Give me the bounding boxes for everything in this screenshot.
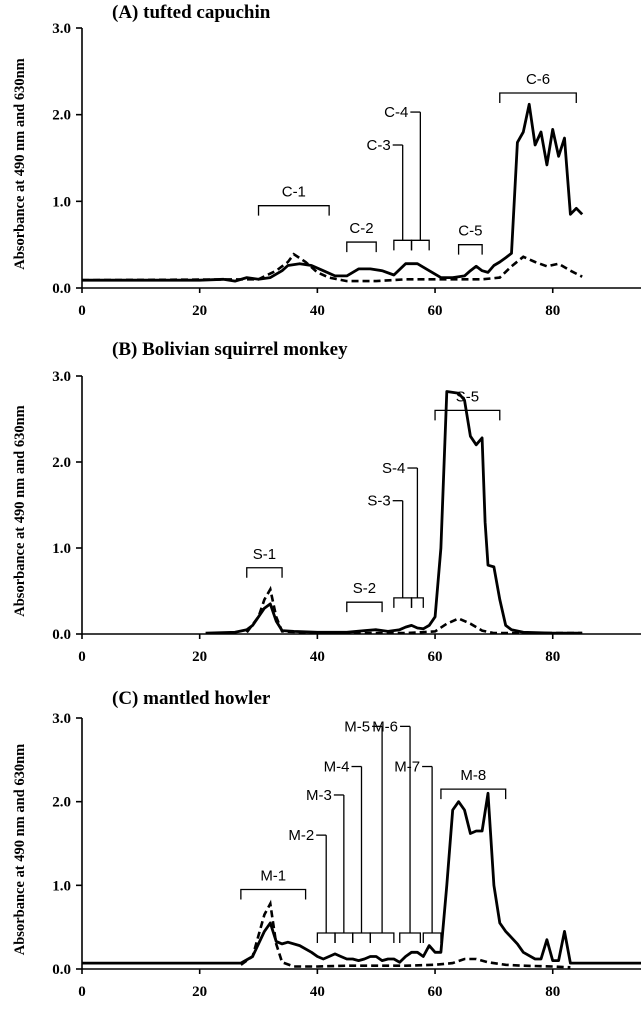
fraction-bracket [393, 239, 413, 251]
y-axis-label: Absorbance at 490 nm and 630nm [12, 744, 28, 955]
y-tick-label: 3.0 [52, 21, 71, 37]
fraction-bracket [434, 409, 501, 421]
fraction-bracket [410, 597, 424, 608]
y-tick-label: 1.0 [52, 194, 71, 210]
x-tick-label: 0 [78, 649, 86, 665]
fraction-label: C-1 [282, 184, 306, 201]
x-tick-label: 20 [192, 984, 207, 1000]
fraction-bracket [457, 244, 483, 255]
chart-title: (A) tufted capuchin [112, 2, 271, 23]
fraction-bracket [346, 601, 383, 613]
y-tick-label: 0.0 [52, 962, 71, 978]
y-axis-label: Absorbance at 490 nm and 630nm [12, 405, 28, 616]
x-tick-label: 0 [78, 984, 86, 1000]
solid-series-line [82, 791, 641, 965]
x-tick-label: 40 [310, 649, 325, 665]
fraction-label: S-2 [353, 580, 376, 597]
fraction-label: C-2 [349, 220, 373, 237]
fraction-label: S-3 [367, 493, 390, 510]
fraction-bracket [346, 241, 377, 253]
fraction-label: C-6 [526, 71, 550, 88]
fraction-label: M-4 [324, 759, 350, 776]
y-tick-label: 1.0 [52, 541, 71, 557]
x-tick-label: 80 [545, 649, 560, 665]
fraction-label: M-7 [394, 759, 420, 776]
fraction-label: C-5 [458, 223, 482, 240]
fraction-bracket [399, 932, 421, 944]
y-tick-label: 3.0 [52, 369, 71, 385]
fraction-label: S-5 [456, 388, 479, 405]
x-tick-label: 40 [310, 303, 325, 319]
chart-title: (B) Bolivian squirrel monkey [112, 339, 348, 360]
y-tick-label: 1.0 [52, 878, 71, 894]
fraction-bracket [410, 239, 430, 251]
fraction-label: M-3 [306, 787, 332, 804]
solid-series-line [205, 390, 583, 635]
solid-series-line [82, 102, 584, 283]
dashed-series-line [240, 899, 571, 969]
x-tick-label: 0 [78, 303, 86, 319]
x-tick-label: 40 [310, 984, 325, 1000]
fraction-bracket [422, 932, 442, 944]
y-tick-label: 0.0 [52, 281, 71, 297]
fraction-label: S-1 [253, 546, 276, 563]
y-tick-label: 3.0 [52, 711, 71, 727]
y-tick-label: 2.0 [52, 108, 71, 124]
dashed-series-line [81, 252, 583, 283]
fraction-bracket [440, 788, 507, 800]
fraction-bracket [499, 92, 577, 103]
fraction-bracket [316, 932, 336, 944]
x-tick-label: 60 [428, 649, 443, 665]
x-tick-label: 20 [192, 303, 207, 319]
fraction-label: M-5 [344, 718, 370, 735]
y-tick-label: 2.0 [52, 795, 71, 811]
x-tick-label: 60 [428, 984, 443, 1000]
fraction-label: C-3 [367, 137, 391, 154]
fraction-label: M-6 [372, 718, 398, 735]
x-tick-label: 80 [545, 303, 560, 319]
fraction-bracket [352, 932, 371, 944]
fraction-bracket [246, 567, 283, 578]
fraction-label: M-8 [460, 767, 486, 784]
x-tick-label: 60 [428, 303, 443, 319]
fraction-label: C-4 [384, 104, 408, 121]
fraction-label: M-1 [260, 868, 286, 885]
y-tick-label: 2.0 [52, 455, 71, 471]
fraction-bracket [369, 932, 395, 944]
fraction-label: M-2 [288, 827, 314, 844]
y-tick-label: 0.0 [52, 627, 71, 643]
x-tick-label: 20 [192, 649, 207, 665]
fraction-label: S-4 [382, 460, 405, 477]
fraction-bracket [334, 932, 354, 944]
fraction-bracket [393, 597, 413, 608]
x-tick-label: 80 [545, 984, 560, 1000]
fraction-bracket [240, 888, 307, 900]
fraction-bracket [257, 205, 330, 216]
chart-title: (C) mantled howler [112, 688, 271, 709]
y-axis-label: Absorbance at 490 nm and 630nm [12, 58, 28, 269]
